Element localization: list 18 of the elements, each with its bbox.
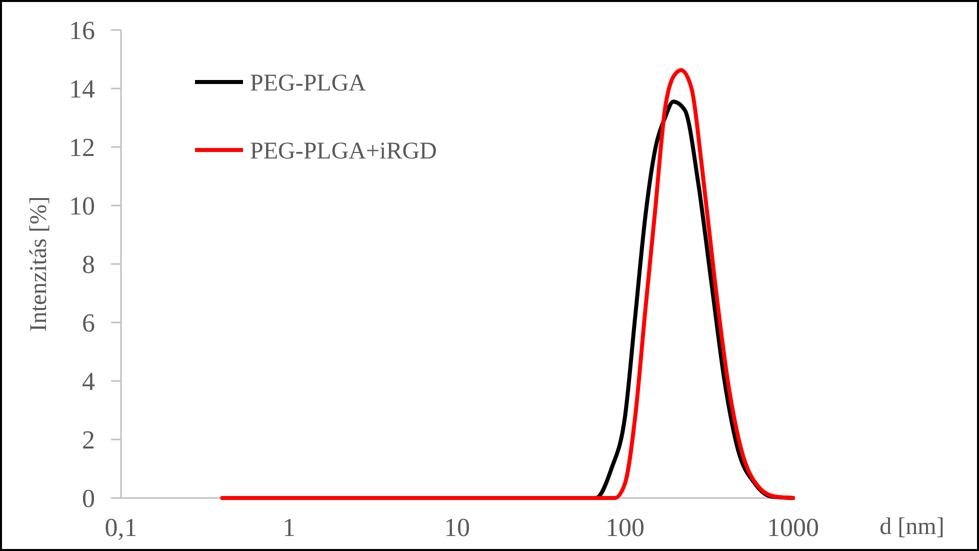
y-tick-label: 2 bbox=[82, 426, 95, 455]
y-tick-label: 12 bbox=[69, 133, 95, 162]
y-tick-label: 4 bbox=[82, 367, 95, 396]
y-tick-label: 10 bbox=[69, 192, 95, 221]
x-axis-title: d [nm] bbox=[880, 514, 944, 540]
y-tick-label: 14 bbox=[69, 74, 95, 104]
x-tick-label: 1000 bbox=[767, 513, 819, 542]
legend-label: PEG-PLGA bbox=[250, 70, 367, 96]
x-tick-label: 0,1 bbox=[104, 513, 138, 542]
y-axis-title: Intenzitás [%] bbox=[26, 196, 52, 332]
x-tick-label: 10 bbox=[444, 513, 470, 542]
x-tick-label: 1 bbox=[282, 513, 296, 542]
y-tick-label: 6 bbox=[82, 308, 95, 338]
x-tick-label: 100 bbox=[606, 513, 644, 542]
y-tick-label: 16 bbox=[69, 16, 95, 46]
legend-label: PEG-PLGA+iRGD bbox=[250, 138, 437, 164]
y-tick-label: 0 bbox=[82, 484, 95, 514]
y-tick-label: 8 bbox=[82, 250, 95, 280]
